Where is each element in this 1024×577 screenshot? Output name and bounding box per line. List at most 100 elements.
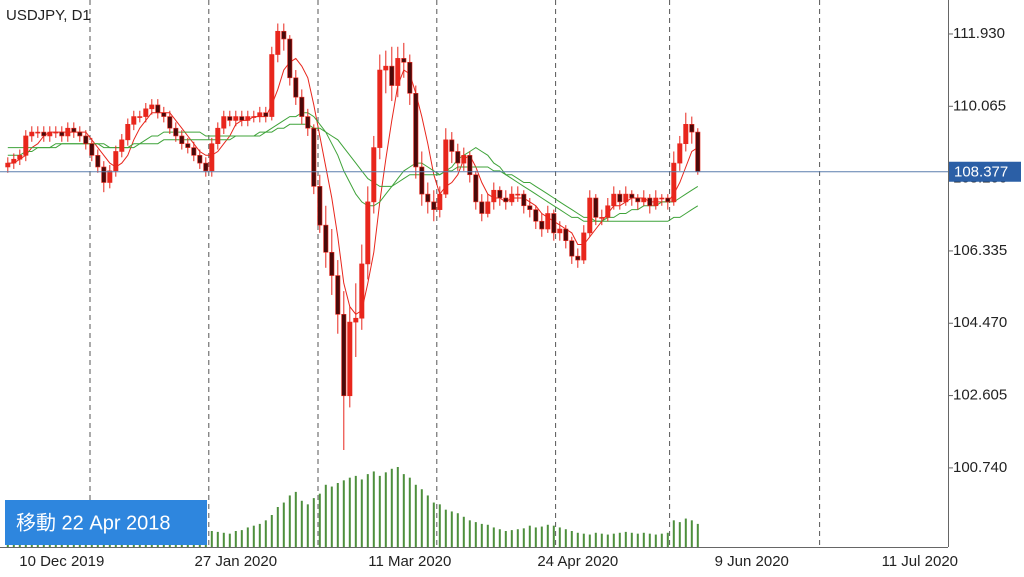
volume-bar [582,533,585,547]
volume-bar [546,524,549,547]
volume-bar [600,533,603,547]
candle-body [395,58,401,86]
candle-body [431,201,437,210]
volume-bar [288,495,291,547]
volume-bar [396,467,399,547]
candle-body [341,314,347,397]
volume-bar [690,520,693,547]
volume-bar [228,533,231,547]
candle-body [245,116,251,121]
candle-body [233,116,239,121]
candle-body [641,197,647,203]
volume-bar [252,525,255,547]
candle-body [677,143,683,164]
candle-body [179,135,185,145]
candle-body [407,61,413,94]
candle-body [251,116,257,118]
volume-bar [570,531,573,547]
volume-bar [402,474,405,547]
candle-body [113,151,119,172]
volume-bar [684,518,687,547]
candle-body [137,116,143,118]
candle-body [497,189,503,199]
candle-body [443,139,449,195]
candles [5,23,701,451]
volume-bar [528,525,531,547]
volume-bar [552,525,555,547]
volume-bar [612,533,615,547]
volume-bar [636,533,639,547]
candle-body [359,263,365,319]
candle-body [89,143,95,156]
volume-bar [246,527,249,547]
volume-bar [576,532,579,547]
candle-body [335,275,341,315]
candle-body [557,228,563,234]
volume-bar [216,531,219,547]
volume-bar [360,479,363,547]
chart-title: USDJPY, D1 [6,7,91,24]
volume-bar [366,474,369,547]
candle-body [485,201,491,214]
volume-bar [318,493,321,547]
volume-bar [564,529,567,547]
candle-body [629,193,635,199]
volume-bar [606,534,609,547]
volume-bar [516,529,519,547]
candle-body [605,205,611,218]
candle-body [317,186,323,226]
badge-box[interactable] [5,500,207,545]
x-tick-label: 9 Jun 2020 [715,553,789,570]
candle-body [383,65,389,71]
volume-bar [696,523,699,547]
candle-body [149,104,155,110]
y-tick-label: 100.740 [953,459,1007,476]
volume-bar [486,524,489,547]
candle-body [551,213,557,234]
volume-bar [450,511,453,547]
candle-body [29,131,35,137]
candle-body [221,116,227,129]
volume-bar [468,520,471,547]
candle-body [59,131,65,137]
candle-body [101,166,107,183]
volume-bar [282,502,285,547]
volume-bar [276,507,279,547]
y-tick-label: 106.335 [953,242,1007,259]
volume-bar [510,530,513,547]
candle-body [365,201,371,265]
volume-bar [474,522,477,547]
volume-bar [666,532,669,547]
candle-body [563,228,569,241]
volume-bar [426,495,429,547]
candle-body [311,127,317,187]
candle-body [527,205,533,210]
volume-bar [330,486,333,547]
candle-body [47,131,53,137]
candle-body [131,116,137,125]
volume-bar [234,531,237,547]
volume-bar [456,513,459,547]
candle-body [623,193,629,203]
volume-bar [558,527,561,547]
candle-body [491,189,497,203]
volume-bar [408,477,411,547]
volume-bar [642,532,645,547]
candle-body [263,112,269,117]
badge-text[interactable]: 移動 22 Apr 2018 [16,511,171,534]
candle-body [635,197,641,203]
volume-bar [306,504,309,547]
volume-bar [438,504,441,547]
candle-body [293,77,299,98]
candle-body [155,104,161,113]
candle-body [599,217,605,219]
volume-bar [480,523,483,547]
candle-body [215,127,221,145]
candle-body [35,131,41,134]
volume-bar [372,471,375,547]
volume-bar [348,477,351,547]
volume-bar [648,533,651,547]
